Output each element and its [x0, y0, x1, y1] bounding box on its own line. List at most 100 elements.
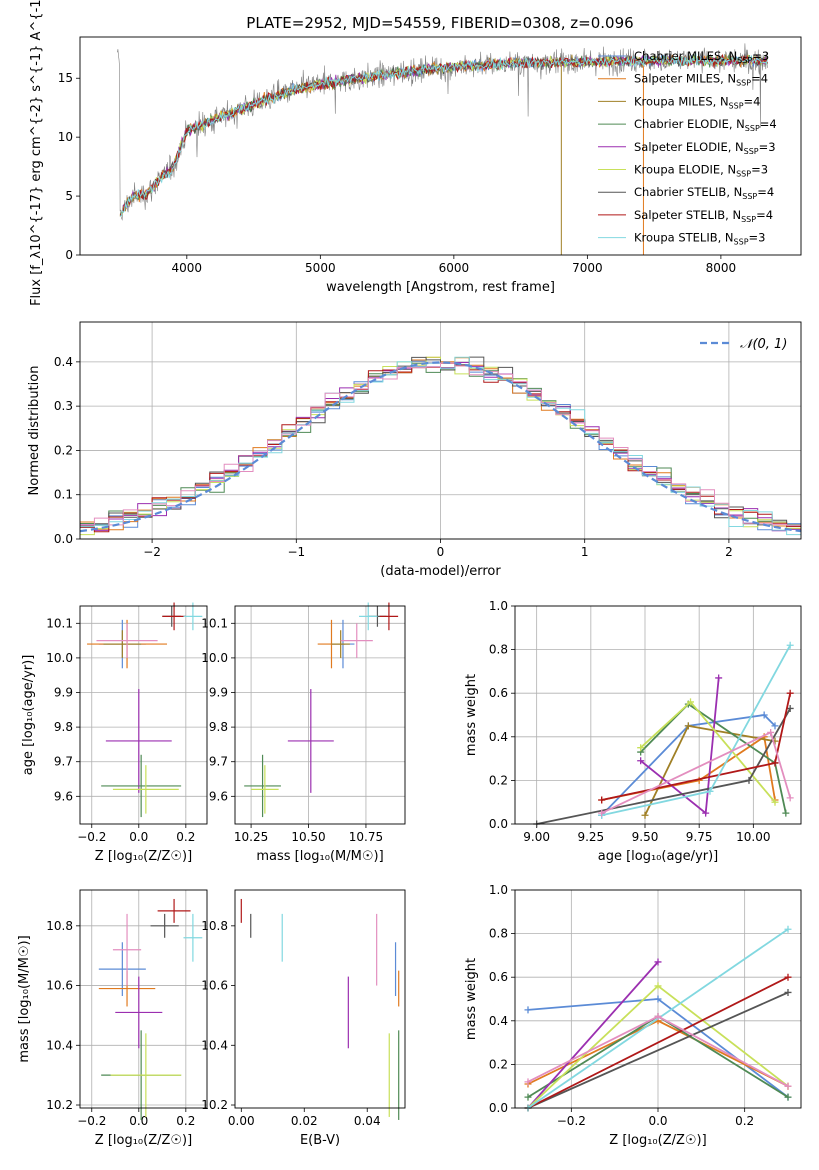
y-tick-label: 9.9: [54, 686, 73, 700]
x-tick-label: −0.2: [557, 1114, 586, 1128]
weight-marker: [702, 809, 710, 817]
axes-frame: [79, 36, 802, 256]
x-tick-label: 9.75: [686, 830, 713, 844]
weight-line: [601, 714, 776, 816]
y-tick-label: 9.8: [209, 720, 228, 734]
legend-entry: Kroupa ELODIE, NSSP=3: [634, 163, 768, 179]
x-tick-label: −0.2: [77, 1114, 106, 1128]
y-tick-label: 0.0: [489, 817, 508, 831]
x-axis-label: E(B-V): [300, 1133, 340, 1148]
legend-entry: Chabrier MILES, NSSP=3: [634, 49, 769, 65]
y-tick-label: 10.0: [201, 651, 228, 665]
y-tick-label: 10.2: [201, 1098, 228, 1112]
x-tick-label: 9.25: [577, 830, 604, 844]
x-tick-label: 2: [725, 545, 733, 559]
y-tick-label: 9.6: [209, 789, 228, 803]
weight-marker: [786, 689, 794, 697]
y-tick-label: 9.7: [54, 755, 73, 769]
axes-frame: [79, 321, 802, 540]
mass_vs_EBV-plot-area: [240, 898, 400, 1120]
weight-marker: [684, 722, 692, 730]
x-tick-label: 6000: [439, 261, 470, 275]
x-tick-label: 0.2: [176, 830, 195, 844]
legend-entry: Chabrier ELODIE, NSSP=4: [634, 117, 777, 133]
y-tick-label: 0.4: [489, 730, 508, 744]
weight-marker: [641, 811, 649, 819]
y-tick-label: 10.8: [46, 919, 73, 933]
spectrum-model-line: [120, 53, 768, 217]
legend-entry: Kroupa MILES, NSSP=4: [634, 94, 760, 110]
axes-frame: [79, 605, 208, 825]
y-tick-label: 10.2: [46, 1098, 73, 1112]
x-tick-label: 9.00: [523, 830, 550, 844]
y-tick-label: 0.4: [489, 1014, 508, 1028]
weight-marker: [786, 641, 794, 649]
y-axis-label: Normed distribution: [27, 366, 42, 496]
age_vs_mass-plot-area: [244, 602, 399, 818]
x-tick-label: 0.00: [228, 1114, 255, 1128]
x-axis-label: age [log₁₀(age/yr)]: [598, 849, 719, 864]
residuals-panel: −2 −1 0 1 2 0.0 0.1 0.2 0.3 0.4 (data-model)/error…: [27, 321, 802, 579]
weight-marker: [786, 794, 794, 802]
weight-marker: [784, 988, 792, 996]
y-tick-label: 0.0: [489, 1101, 508, 1115]
legend-entry: 𝒩(0, 1): [740, 337, 787, 352]
age_vs_mass-panel: 10.25 10.50 10.75 9.6 9.7 9.8 9.9 10.0 10.1 mass …: [201, 602, 406, 864]
x-tick-label: −0.2: [77, 830, 106, 844]
x-tick-label: 0: [437, 545, 445, 559]
weight-marker: [687, 698, 694, 706]
weight_vs_Z-panel: −0.2 0.0 0.2 0.0 0.2 0.4 0.6 0.8 1.0 Z [log₁₀(Z/Z…: [464, 883, 802, 1148]
weight-line: [527, 961, 659, 1109]
y-tick-label: 5: [65, 189, 73, 203]
weight-marker: [637, 744, 645, 752]
weight-marker: [524, 1006, 532, 1014]
weight-marker: [598, 796, 606, 804]
weight-marker: [654, 958, 662, 966]
weight-marker: [598, 809, 606, 817]
x-tick-label: 5000: [305, 261, 336, 275]
y-tick-label: 10.6: [46, 979, 73, 993]
y-tick-label: 10.4: [201, 1038, 228, 1052]
normal-curve: [79, 361, 802, 533]
weight-line: [527, 991, 789, 1109]
weight_vs_age-plot-area: [533, 641, 794, 828]
y-tick-label: 0.4: [54, 355, 73, 369]
x-tick-label: 0.0: [129, 1114, 148, 1128]
spectrum-panel: 4000 5000 6000 7000 8000 0 5 10 15 wavelength [An…: [29, 0, 802, 306]
y-tick-label: 10: [58, 130, 73, 144]
weight-marker: [654, 1012, 662, 1020]
x-tick-label: 9.50: [632, 830, 659, 844]
axes-frame: [234, 889, 406, 1109]
spectrum-plot-area: [117, 43, 768, 255]
x-axis-label: wavelength [Angstrom, rest frame]: [326, 280, 555, 295]
residuals-plot-area: [79, 356, 802, 536]
axes-frame: [234, 605, 406, 825]
y-tick-label: 0.8: [489, 643, 508, 657]
legend-entry: Kroupa STELIB, NSSP=3: [634, 231, 765, 247]
y-tick-label: 10.0: [46, 651, 73, 665]
weight-marker: [784, 973, 792, 981]
weight-marker: [784, 1093, 792, 1101]
x-axis-label: (data-model)/error: [380, 564, 501, 579]
legend-entry: Salpeter ELODIE, NSSP=3: [634, 140, 776, 156]
x-tick-label: 7000: [572, 261, 603, 275]
x-tick-label: −1: [287, 545, 305, 559]
y-tick-label: 15: [58, 71, 73, 85]
x-tick-label: 1: [581, 545, 589, 559]
weight-marker: [771, 722, 779, 730]
weight-marker: [786, 704, 794, 712]
weight-marker: [771, 798, 779, 806]
x-tick-label: −2: [143, 545, 161, 559]
weight-marker: [760, 711, 768, 719]
y-axis-label: mass weight: [464, 674, 479, 756]
y-tick-label: 0.6: [489, 686, 508, 700]
weight_vs_age-panel: 9.00 9.25 9.50 9.75 10.00 0.0 0.2 0.4 0.6 0.8 1.0 a…: [464, 599, 802, 864]
weight-marker: [654, 982, 662, 990]
x-axis-label: Z [log₁₀(Z/Z☉)]: [95, 849, 192, 864]
y-tick-label: 9.8: [54, 720, 73, 734]
y-tick-label: 0.8: [489, 927, 508, 941]
x-axis-label: Z [log₁₀(Z/Z☉)]: [609, 1133, 706, 1148]
y-tick-label: 0.0: [54, 532, 73, 546]
age_vs_Z-panel: −0.2 0.0 0.2 9.6 9.7 9.8 9.9 10.0 10.1 Z [log₁₀(Z…: [21, 602, 208, 864]
y-tick-label: 10.8: [201, 919, 228, 933]
